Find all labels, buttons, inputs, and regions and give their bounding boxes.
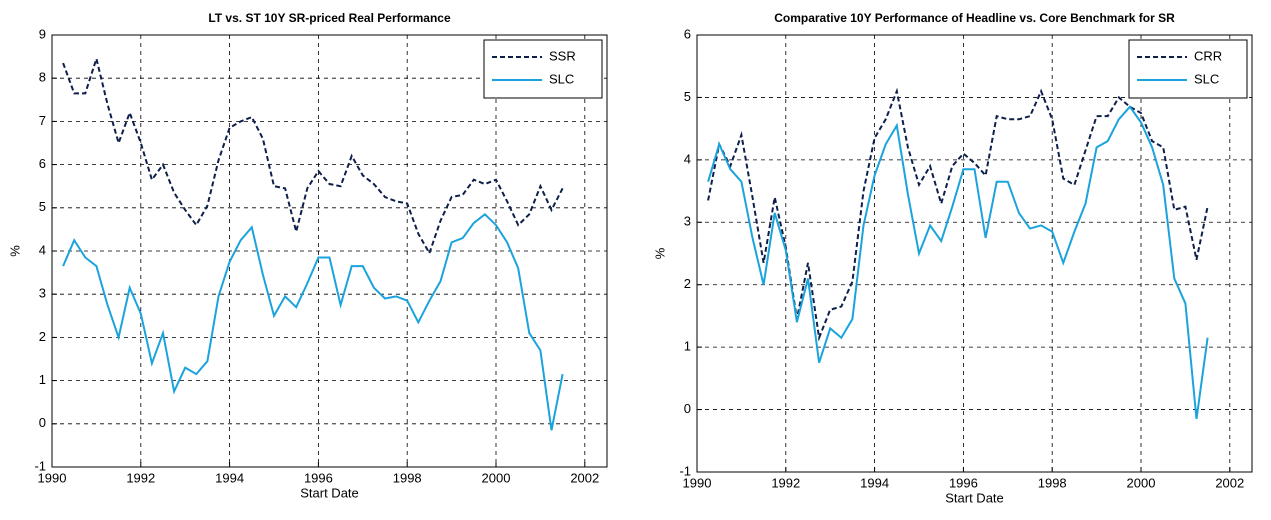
x-tick-label: 2000	[1127, 475, 1156, 490]
y-tick-label: 0	[684, 401, 691, 416]
x-tick-label: 2002	[570, 470, 599, 485]
legend-box	[1128, 39, 1248, 99]
legend-box	[483, 39, 603, 99]
y-tick-label: 8	[39, 70, 46, 85]
plot-area	[52, 35, 607, 467]
x-tick-label: 1996	[304, 470, 333, 485]
y-tick-label: 7	[39, 113, 46, 128]
plot-area	[697, 35, 1252, 472]
x-tick-label: 1990	[683, 475, 712, 490]
y-tick-label: 3	[39, 286, 46, 301]
y-tick-label: 4	[39, 242, 46, 257]
y-axis-label: %	[7, 245, 22, 257]
y-tick-label: 0	[39, 415, 46, 430]
plot-frame	[51, 34, 608, 468]
y-tick-label: 2	[684, 276, 691, 291]
legend-label: SLC	[1194, 71, 1219, 86]
y-tick-label: 2	[39, 329, 46, 344]
y-tick-label: 5	[684, 89, 691, 104]
x-tick-label: 2000	[482, 470, 511, 485]
y-tick-label: 6	[39, 156, 46, 171]
x-tick-label: 2002	[1215, 475, 1244, 490]
series-line	[62, 55, 564, 256]
series-line	[62, 212, 564, 431]
x-tick-label: 1992	[771, 475, 800, 490]
y-axis-label: %	[652, 247, 667, 259]
y-tick-label: 4	[684, 151, 691, 166]
chart-title: LT vs. ST 10Y SR-priced Real Performance	[208, 11, 451, 25]
legend-label: CRR	[1194, 48, 1222, 63]
y-tick-label: 9	[39, 26, 46, 41]
y-tick-label: -1	[679, 463, 691, 478]
x-axis-label: Start Date	[945, 490, 1004, 505]
x-tick-label: 1994	[860, 475, 889, 490]
y-tick-label: 1	[39, 372, 46, 387]
x-tick-label: 1996	[949, 475, 978, 490]
y-tick-label: 1	[684, 339, 691, 354]
x-tick-label: 1994	[215, 470, 244, 485]
y-tick-label: 5	[39, 199, 46, 214]
legend-label: SLC	[549, 71, 574, 86]
legend-label: SSR	[549, 48, 576, 63]
y-tick-label: 3	[684, 214, 691, 229]
series-line	[707, 87, 1209, 342]
plot-frame	[696, 34, 1253, 473]
x-tick-label: 1998	[393, 470, 422, 485]
x-axis-label: Start Date	[300, 485, 359, 500]
y-tick-label: 6	[684, 26, 691, 41]
series-line	[707, 105, 1209, 420]
y-tick-label: -1	[34, 458, 46, 473]
x-tick-label: 1992	[126, 470, 155, 485]
x-tick-label: 1990	[38, 470, 67, 485]
x-tick-label: 1998	[1038, 475, 1067, 490]
chart-title: Comparative 10Y Performance of Headline …	[774, 11, 1175, 25]
